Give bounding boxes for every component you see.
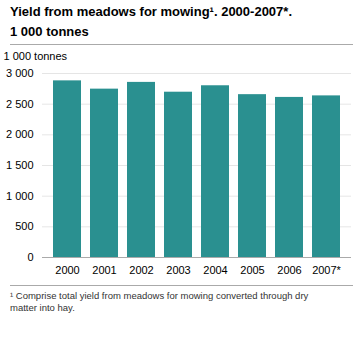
svg-text:1 000 tonnes: 1 000 tonnes [4, 50, 68, 62]
svg-text:2006: 2006 [277, 264, 301, 276]
svg-text:2 500: 2 500 [6, 98, 34, 110]
svg-text:2007*: 2007* [312, 264, 341, 276]
svg-text:2004: 2004 [203, 264, 227, 276]
svg-text:500: 500 [15, 220, 33, 232]
svg-text:3 000: 3 000 [6, 67, 34, 79]
svg-text:1 500: 1 500 [6, 159, 34, 171]
svg-text:2000: 2000 [55, 264, 79, 276]
svg-text:2002: 2002 [129, 264, 153, 276]
html-text:Yield from meadows for mowing¹: Yield from meadows for mowing¹. 2000-200… [10, 4, 292, 19]
html-text:1 000 tonnes: 1 000 tonnes [10, 24, 89, 39]
svg-text:2 000: 2 000 [6, 128, 34, 140]
svg-text:2003: 2003 [166, 264, 190, 276]
svg-text:0: 0 [27, 251, 33, 263]
svg-text:2001: 2001 [92, 264, 116, 276]
svg-text:1 000: 1 000 [6, 190, 34, 202]
svg-text:2005: 2005 [240, 264, 264, 276]
html-text:¹ Comprise total yield from me: ¹ Comprise total yield from meadows for … [10, 290, 309, 313]
